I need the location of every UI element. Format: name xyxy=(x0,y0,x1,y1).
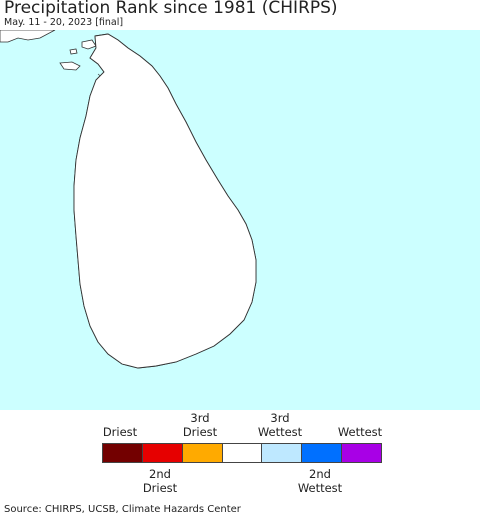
legend-label-3rd-driest: 3rd Driest xyxy=(182,411,218,439)
legend-swatch-driest xyxy=(103,444,143,462)
legend-swatch-3rd-wettest xyxy=(262,444,303,462)
legend-label-2nd-driest: 2nd Driest xyxy=(142,467,178,495)
legend-swatch-2nd-driest xyxy=(142,444,183,462)
legend-swatch-normal xyxy=(222,444,263,462)
india-coast xyxy=(0,30,56,43)
legend-color-bar xyxy=(102,443,382,463)
legend-label-driest: Driest xyxy=(102,425,138,439)
source-credit: Source: CHIRPS, UCSB, Climate Hazards Ce… xyxy=(4,504,241,515)
delft-island xyxy=(69,48,78,55)
legend-swatch-wettest xyxy=(342,444,382,462)
date-range: May. 11 - 20, 2023 [final] xyxy=(4,17,124,28)
page-title: Precipitation Rank since 1981 (CHIRPS) xyxy=(4,0,338,18)
legend-label-2nd-wettest: 2nd Wettest xyxy=(297,467,343,495)
legend-swatch-3rd-driest xyxy=(182,444,223,462)
legend-label-wettest: Wettest xyxy=(337,425,383,439)
precipitation-map xyxy=(0,30,480,410)
jaffna-islands xyxy=(81,39,97,50)
mannar-island xyxy=(59,61,81,71)
legend-swatch-2nd-wettest xyxy=(302,444,343,462)
legend-label-3rd-wettest: 3rd Wettest xyxy=(257,411,303,439)
